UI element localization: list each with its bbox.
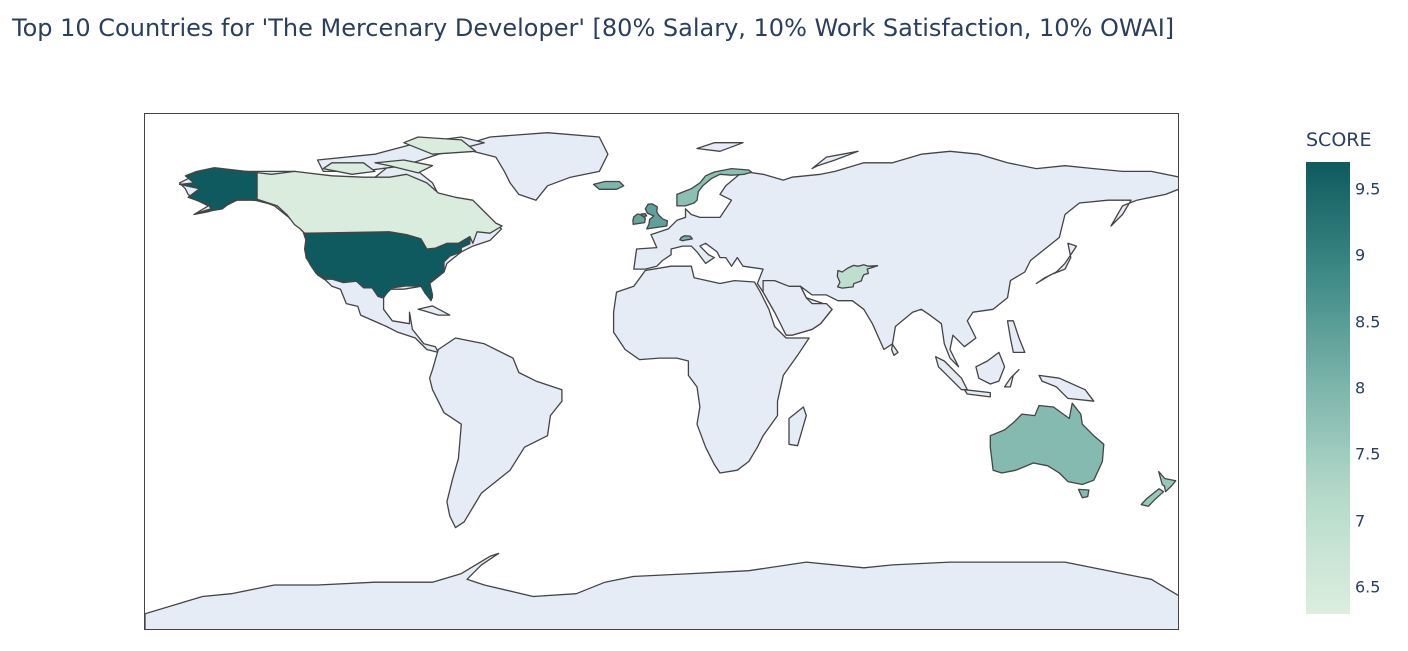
land-antarctica <box>145 552 1178 629</box>
colorbar-tick-label: 7.5 <box>1355 444 1381 464</box>
land-eurasia <box>633 150 1178 368</box>
land-indonesia-borneo <box>975 351 1006 385</box>
land-svalbard <box>696 142 744 152</box>
land-madagascar <box>788 406 807 447</box>
country-canada-shape[interactable] <box>403 136 477 155</box>
colorbar-title: SCORE <box>1306 129 1372 151</box>
land-cuba <box>417 305 451 316</box>
country-afghanistan-shape[interactable] <box>836 264 879 289</box>
land-indonesia-sulawesi <box>1003 368 1020 388</box>
colorbar <box>1306 162 1350 614</box>
country-ireland-shape[interactable] <box>632 213 646 225</box>
country-new-zealand-shape[interactable] <box>1140 488 1165 507</box>
highlighted-countries-layer[interactable]: United States: 9.7Australia: 7.9Iceland:… <box>178 136 1177 507</box>
map-frame[interactable]: United States: 9.7Australia: 7.9Iceland:… <box>144 113 1179 630</box>
land-greenland <box>451 132 609 201</box>
country-canada[interactable]: Canada: 6.4 <box>256 136 503 250</box>
world-map[interactable]: United States: 9.7Australia: 7.9Iceland:… <box>145 114 1179 630</box>
land-sri-lanka <box>890 343 899 356</box>
country-australia-shape[interactable] <box>989 402 1105 486</box>
country-australia[interactable]: Australia: 7.9 <box>989 402 1105 499</box>
colorbar-tick-label: 9 <box>1355 245 1366 265</box>
country-switzerland-shape[interactable] <box>679 235 694 242</box>
country-norway[interactable]: Norway: 7.8 <box>676 167 753 207</box>
land-novaya-zemlya <box>811 150 859 170</box>
land-arabia-wedge <box>762 279 833 336</box>
colorbar-tick-label: 8.5 <box>1355 312 1381 332</box>
country-norway-shape[interactable] <box>676 167 753 207</box>
land-south-america <box>428 337 563 529</box>
country-switzerland[interactable]: Switzerland: 8.1 <box>679 235 694 242</box>
land-japan <box>1035 242 1078 285</box>
country-afghanistan[interactable]: Afghanistan: 7 <box>836 264 879 289</box>
land-layer <box>145 132 1178 629</box>
country-iceland-shape[interactable] <box>592 180 625 190</box>
country-iceland[interactable]: Iceland: 8 <box>592 180 625 190</box>
country-canada-shape[interactable] <box>374 159 434 174</box>
land-africa <box>612 265 810 474</box>
country-new-zealand[interactable]: New Zealand: 7.6 <box>1140 470 1177 507</box>
country-ireland[interactable]: Ireland: 8.3 <box>632 213 646 225</box>
colorbar-tick-label: 7 <box>1355 511 1366 531</box>
country-australia-shape[interactable] <box>1077 488 1090 499</box>
land-new-guinea <box>1038 374 1095 402</box>
country-united-kingdom-shape[interactable] <box>644 203 669 230</box>
land-indonesia-sumatra <box>934 356 968 391</box>
colorbar-tick-label: 8 <box>1355 378 1366 398</box>
colorbar-tick-label: 9.5 <box>1355 179 1381 199</box>
country-canada-shape[interactable] <box>256 170 503 250</box>
land-philippines <box>1006 320 1026 354</box>
land-java <box>963 389 991 398</box>
country-new-zealand-shape[interactable] <box>1158 470 1177 493</box>
country-canada-shape[interactable] <box>322 162 376 175</box>
colorbar-tick-label: 6.5 <box>1355 577 1381 597</box>
chart-title: Top 10 Countries for 'The Mercenary Deve… <box>12 14 1175 42</box>
